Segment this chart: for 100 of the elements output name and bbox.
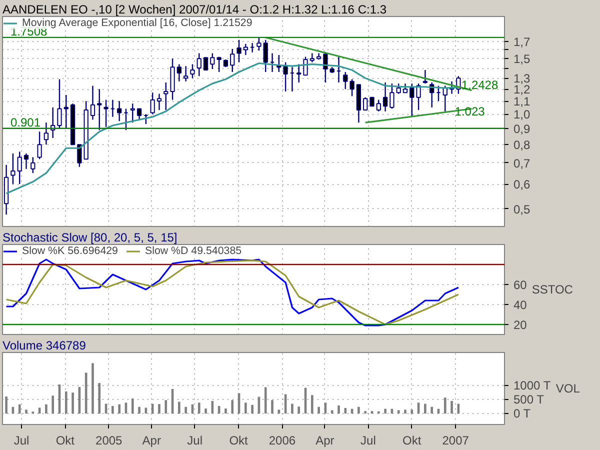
candlestick (303, 56, 308, 76)
candlestick (396, 82, 401, 94)
y-tick-label: 60 (514, 278, 528, 292)
candlestick (156, 93, 162, 111)
x-tick-label: Jul (187, 434, 203, 448)
candlestick (37, 131, 42, 160)
y-tick-label: 0 T (514, 406, 532, 421)
bar (364, 411, 367, 414)
bar (25, 410, 28, 414)
candlestick (183, 66, 188, 82)
chart-title: Stochastic Slow [80, 20, 5, 5, 15] (2, 230, 178, 244)
candlestick (243, 43, 248, 56)
bar (164, 400, 168, 414)
bar (45, 404, 48, 414)
bar (358, 406, 360, 414)
candlestick (176, 64, 182, 82)
candlestick (90, 85, 96, 120)
bar (112, 406, 114, 414)
bar (98, 383, 101, 414)
ref-line-label: 0.901 (10, 115, 41, 130)
candlestick (310, 52, 314, 63)
y-tick-label: 40 (514, 298, 528, 312)
bar (251, 404, 254, 414)
y-axis-title: SSTOC (532, 282, 574, 296)
bar (204, 408, 207, 414)
y-tick-label: 1,1 (514, 94, 531, 109)
chart-title: AANDELEN EO -,10 [2 Wochen] 2007/01/14 - O:1.2 H:1.32 L:1.16 C:1.3 (2, 2, 387, 16)
candlestick (24, 152, 29, 170)
candlestick (196, 52, 202, 77)
candlestick (130, 102, 135, 124)
bar (377, 411, 380, 414)
y-tick-label: 0,6 (514, 178, 531, 192)
bar (397, 410, 400, 414)
candlestick (363, 96, 368, 111)
candlestick (422, 69, 428, 84)
candlestick (164, 82, 168, 111)
candlestick (382, 82, 388, 112)
bar (224, 408, 227, 414)
bar (92, 363, 94, 414)
bar (424, 404, 426, 414)
x-tick-label: Jul (14, 434, 30, 448)
y-tick-label: 0,8 (514, 138, 531, 152)
candlestick (390, 82, 394, 110)
candlestick (190, 64, 195, 79)
candlestick (343, 71, 348, 90)
bar (298, 406, 300, 414)
candlestick (410, 82, 414, 118)
chart-title: Volume 346789 (2, 338, 86, 352)
bar (231, 400, 234, 414)
bar (318, 406, 320, 414)
candlestick (17, 151, 22, 185)
annotation: 1.023 (454, 104, 486, 118)
x-tick-label: 2005 (96, 434, 123, 448)
bar (184, 406, 187, 414)
x-tick-label: Okt (402, 434, 422, 448)
bar (291, 404, 294, 414)
y-tick-label: 0,7 (514, 156, 531, 170)
x-tick-label: 2007 (442, 434, 470, 448)
bar (198, 402, 200, 414)
candlestick (296, 64, 302, 84)
candlestick (230, 48, 235, 73)
bar (384, 408, 386, 414)
y-tick-label: 1,7 (514, 34, 531, 49)
legend-label: Moving Average Exponential [16, Close] 1.21529 (22, 17, 252, 29)
candlestick (256, 36, 262, 52)
candlestick (350, 78, 354, 97)
y-axis-title: VOL (556, 382, 580, 396)
bar (271, 400, 274, 414)
candlestick (44, 122, 49, 146)
candlestick (104, 99, 108, 128)
y-tick-label: 1,0 (514, 108, 531, 122)
x-tick-label: Jul (360, 434, 376, 448)
bar (178, 402, 180, 414)
candlestick (150, 92, 155, 115)
candlestick (210, 52, 215, 70)
bar (5, 396, 8, 414)
candlestick (10, 152, 16, 185)
x-tick-label: Apr (316, 434, 334, 448)
candlestick (216, 56, 222, 73)
y-tick-label: 20 (514, 318, 528, 332)
candlestick (376, 99, 381, 112)
bar (444, 398, 446, 414)
candlestick (402, 82, 408, 94)
x-tick-label: 2006 (268, 434, 296, 448)
bar (404, 410, 406, 414)
bar (338, 405, 340, 414)
bar (64, 391, 68, 414)
bar (72, 392, 74, 414)
y-tick-label: 0,9 (514, 122, 531, 136)
y-tick-label: 1,5 (514, 52, 531, 66)
candlestick (97, 88, 102, 131)
bar (138, 406, 140, 414)
x-tick-label: Okt (229, 434, 249, 448)
y-tick-label: 500 T (514, 392, 545, 407)
candlestick (30, 156, 36, 174)
candlestick (64, 94, 68, 130)
annotation: 1.2428 (461, 78, 498, 92)
bar (52, 396, 54, 414)
bar (450, 400, 453, 414)
candlestick (416, 82, 421, 111)
